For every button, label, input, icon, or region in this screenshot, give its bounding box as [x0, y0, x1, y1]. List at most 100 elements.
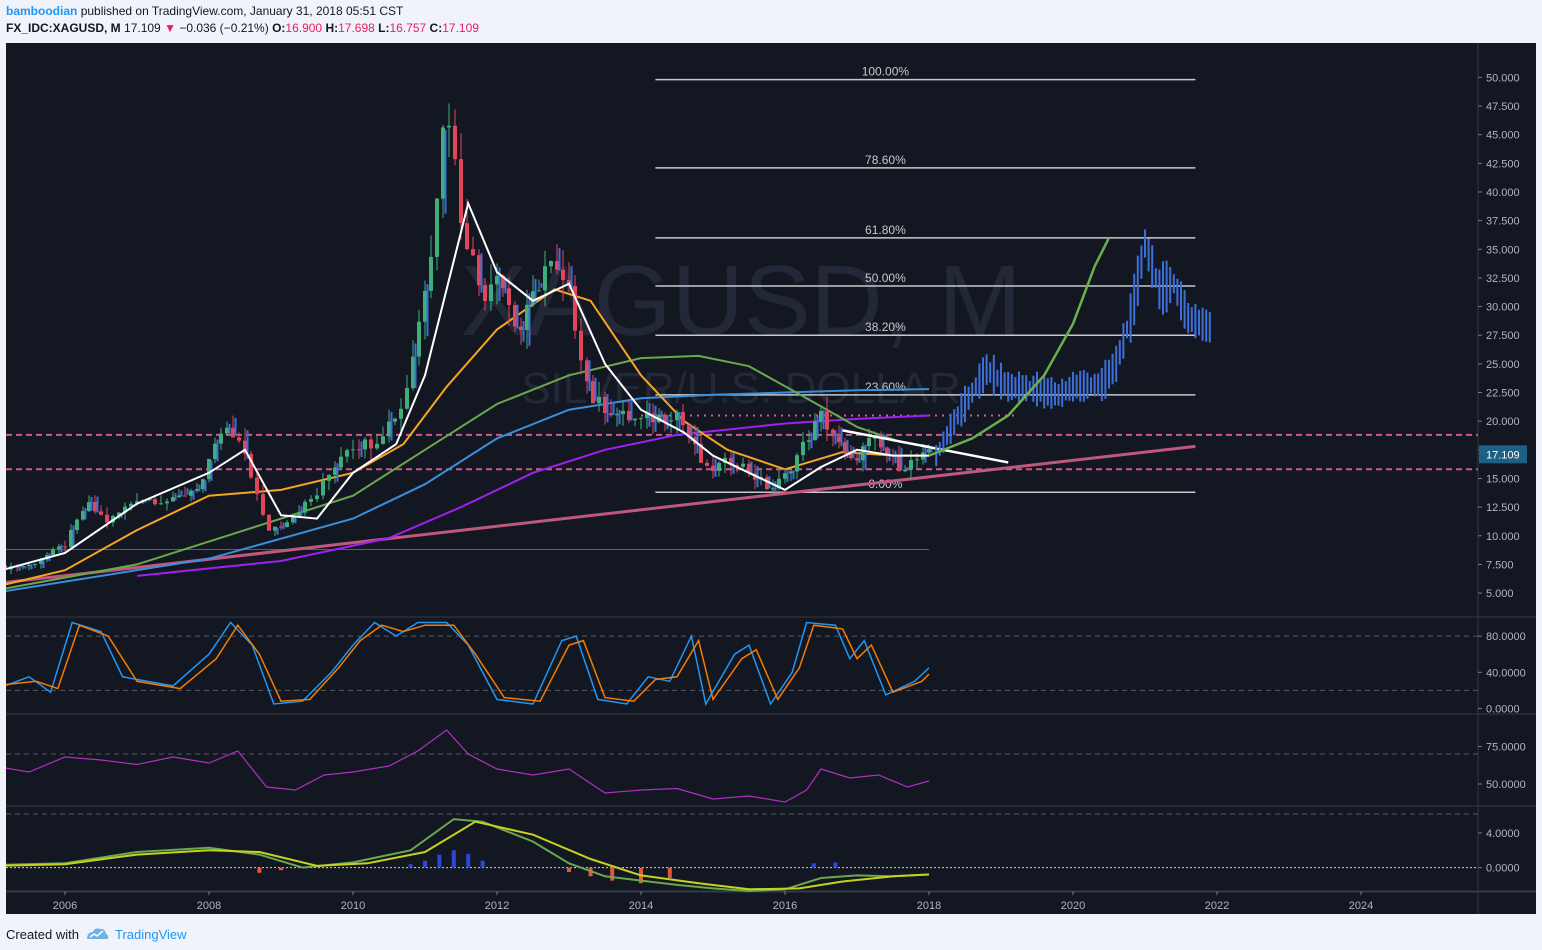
- change-value: −0.036 (−0.21%): [179, 21, 269, 35]
- open-value: 16.900: [285, 21, 323, 35]
- candle-body: [93, 502, 97, 512]
- candle-body: [21, 566, 25, 568]
- candle-body: [495, 275, 499, 285]
- candle-body: [537, 290, 541, 292]
- candle-body: [513, 304, 517, 327]
- macd-histogram-bar: [257, 867, 262, 873]
- x-tick-label: 2024: [1349, 900, 1373, 912]
- candle-body: [237, 437, 241, 441]
- candle-body: [801, 441, 805, 456]
- symbol-label: FX_IDC:XAGUSD, M: [6, 21, 121, 35]
- rsi-line: [0, 729, 930, 803]
- candle-body: [117, 512, 121, 516]
- candle-body: [909, 459, 913, 470]
- candle-body: [579, 330, 583, 361]
- x-tick-label: 2020: [1061, 900, 1085, 912]
- candle-body: [735, 465, 739, 467]
- y-tick-label: 42.500: [1486, 158, 1520, 170]
- author-link[interactable]: bamboodian: [6, 4, 78, 18]
- candle-body: [903, 469, 907, 472]
- macd-histogram-bar: [667, 867, 672, 879]
- candle-body: [33, 563, 37, 565]
- candle-body: [777, 478, 781, 489]
- candle-body: [597, 396, 601, 404]
- candle-body: [675, 412, 679, 421]
- candle-body: [885, 447, 889, 455]
- tradingview-brand-link[interactable]: TradingView: [85, 927, 187, 942]
- candle-body: [267, 514, 271, 531]
- candle-body: [369, 439, 373, 449]
- candle-body: [147, 499, 151, 501]
- candle-body: [627, 410, 631, 421]
- macd-histogram-bar: [423, 860, 427, 868]
- candle-body: [651, 413, 655, 423]
- fib-level-label: 100.00%: [862, 65, 910, 79]
- candle-body: [195, 489, 199, 491]
- y-tick-label: 15.000: [1486, 473, 1520, 485]
- candle-body: [153, 499, 157, 505]
- y-tick-label: 35.000: [1486, 244, 1520, 256]
- rsi-tick-label: 50.0000: [1486, 779, 1526, 791]
- chart-header: bamboodian published on TradingView.com,…: [6, 3, 1536, 37]
- macd-histogram-bar: [567, 867, 571, 872]
- candle-body: [459, 159, 463, 224]
- candle-body: [609, 413, 613, 416]
- fib-level-label: 61.80%: [865, 223, 906, 237]
- candle-body: [291, 516, 295, 523]
- candle-body: [879, 437, 883, 448]
- candle-body: [417, 321, 421, 357]
- candle-body: [81, 511, 85, 520]
- macd-histogram-bar: [610, 867, 615, 881]
- macd-line-1: [0, 820, 930, 891]
- candle-body: [75, 519, 79, 531]
- candle-body: [351, 449, 355, 451]
- close-value: 17.109: [442, 21, 479, 35]
- macd-histogram-bar: [279, 867, 283, 871]
- candle-body: [273, 526, 277, 531]
- candle-body: [189, 490, 193, 496]
- watermark-symbol: XAGUSD, M: [460, 245, 1021, 357]
- rsi-tick-label: 75.0000: [1486, 742, 1526, 754]
- chart-background: [6, 43, 1536, 914]
- chart-area[interactable]: XAGUSD, M SILVER/U.S. DOLLAR 50.000 47.500 4…: [0, 43, 1536, 914]
- symbol-ohlc-line: FX_IDC:XAGUSD, M 17.109 ▼ −0.036 (−0.21%…: [6, 20, 1536, 37]
- macd-histogram-bar: [437, 854, 442, 868]
- candle-body: [639, 418, 643, 420]
- candle-body: [843, 442, 847, 453]
- candle-body: [333, 467, 337, 475]
- candle-body: [573, 285, 577, 331]
- candle-body: [561, 269, 565, 281]
- change-down-icon: ▼: [164, 21, 176, 35]
- x-tick-label: 2012: [485, 900, 509, 912]
- candle-body: [183, 495, 187, 497]
- candles-group: [0, 103, 933, 575]
- candle-body: [831, 429, 835, 437]
- candle-body: [171, 497, 175, 502]
- candle-body: [645, 413, 649, 419]
- candle-body: [225, 427, 229, 434]
- open-label: O:: [272, 21, 286, 35]
- candle-body: [429, 256, 433, 291]
- candle-body: [819, 410, 823, 422]
- candle-body: [315, 495, 319, 500]
- candle-body: [837, 436, 841, 443]
- x-tick-label: 2014: [629, 900, 653, 912]
- candle-body: [399, 408, 403, 419]
- candle-body: [99, 511, 103, 515]
- macd-histogram-bar: [833, 862, 838, 868]
- y-tick-label: 47.500: [1486, 101, 1520, 113]
- candle-body: [165, 501, 169, 504]
- y-tick-label: 27.500: [1486, 330, 1520, 342]
- candle-body: [51, 549, 55, 556]
- candle-body: [39, 559, 43, 564]
- high-label: H:: [325, 21, 339, 35]
- y-tick-label: 45.000: [1486, 130, 1520, 142]
- candle-body: [501, 275, 505, 289]
- x-tick-label: 2008: [197, 900, 221, 912]
- y-tick-label: 10.000: [1486, 531, 1520, 543]
- low-value: 16.757: [389, 21, 427, 35]
- candle-body: [669, 420, 673, 422]
- candle-body: [915, 459, 919, 461]
- candle-body: [219, 433, 223, 444]
